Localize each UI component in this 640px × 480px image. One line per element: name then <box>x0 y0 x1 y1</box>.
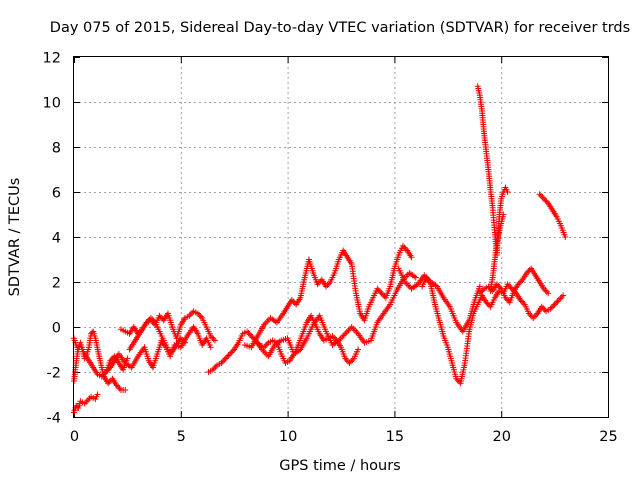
series-pass-11 <box>419 274 567 387</box>
series-pass-6 <box>126 315 189 355</box>
series-markers <box>117 308 218 344</box>
x-tick-label: 5 <box>177 429 186 445</box>
x-tick-label: 25 <box>599 429 617 445</box>
series-markers <box>71 391 101 416</box>
x-tick-label: 0 <box>70 429 79 445</box>
data-point <box>182 339 189 346</box>
y-tick-label: 8 <box>52 141 61 157</box>
data-point <box>94 391 101 398</box>
data-point <box>545 290 552 297</box>
series-markers <box>71 328 129 393</box>
series-pass-12 <box>476 265 552 306</box>
data-point <box>500 211 507 218</box>
data-point <box>412 274 419 281</box>
data-point <box>562 234 569 240</box>
series-markers <box>419 274 567 387</box>
series-markers <box>487 211 507 294</box>
series-markers <box>252 270 419 360</box>
series-markers <box>474 83 511 258</box>
y-tick-label: -4 <box>47 411 61 427</box>
data-point <box>560 292 567 299</box>
data-point <box>207 344 214 351</box>
data-point <box>408 254 415 261</box>
series-pass-2 <box>71 328 129 393</box>
data-series <box>71 83 569 416</box>
series-pass-13 <box>474 83 511 258</box>
y-tick-label: 6 <box>52 186 61 202</box>
series-markers <box>241 243 415 351</box>
data-point <box>476 283 483 290</box>
data-point <box>122 387 129 393</box>
x-tick-label: 15 <box>386 429 404 445</box>
y-tick-label: 0 <box>52 321 61 337</box>
grid-lines <box>74 57 608 417</box>
y-axis-label: SDTVAR / TECUs <box>7 178 23 297</box>
series-pass-15 <box>536 191 569 240</box>
y-tick-label: 12 <box>43 51 61 67</box>
data-point <box>504 189 511 195</box>
series-pass-1 <box>71 391 101 416</box>
x-axis-label: GPS time / hours <box>279 458 400 474</box>
data-point <box>355 346 362 353</box>
y-tick-label: 10 <box>43 96 61 112</box>
series-pass-4 <box>103 324 214 375</box>
plot-frame <box>73 56 609 418</box>
x-tick-label: 10 <box>279 429 297 445</box>
series-markers <box>476 265 552 306</box>
x-tick-labels: 0 5 10 15 20 25 <box>70 429 618 445</box>
series-markers <box>103 324 214 375</box>
y-tick-label: 2 <box>52 276 61 292</box>
series-pass-9 <box>252 270 419 360</box>
x-tick-label: 20 <box>492 429 510 445</box>
series-pass-8 <box>241 243 415 351</box>
series-markers <box>536 191 569 240</box>
series-pass-5 <box>117 308 218 344</box>
data-point <box>211 337 218 344</box>
y-tick-labels: -4 -2 0 2 4 6 8 10 12 <box>43 51 61 427</box>
data-point <box>124 355 131 362</box>
y-tick-label: 4 <box>52 231 61 247</box>
series-pass-14 <box>487 211 507 294</box>
y-tick-label: -2 <box>47 366 61 382</box>
series-markers <box>126 315 189 355</box>
chart-title: Day 075 of 2015, Sidereal Day-to-day VTE… <box>50 20 630 36</box>
